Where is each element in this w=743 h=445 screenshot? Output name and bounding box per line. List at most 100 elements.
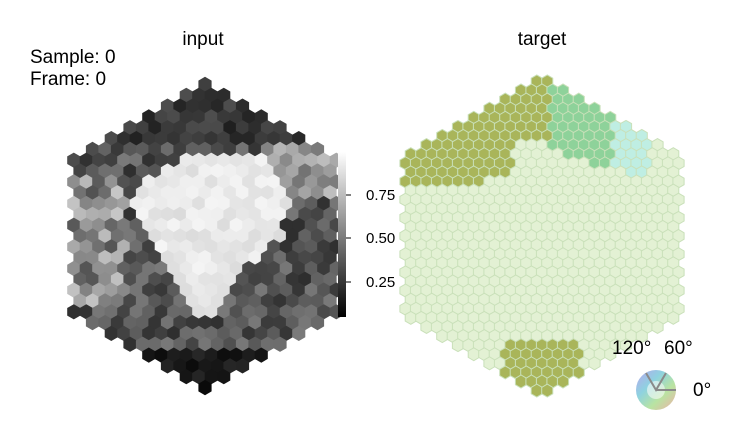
hex-cell (173, 98, 187, 114)
hex-cell (123, 206, 137, 222)
hex-cell (185, 336, 200, 352)
hex-cell (260, 206, 275, 222)
hex-cell (619, 338, 633, 353)
hex-cell (123, 141, 137, 157)
hex-cell (248, 141, 262, 157)
hex-cell (304, 260, 318, 277)
hex-cell (298, 206, 312, 222)
hex-cell (248, 185, 262, 201)
hex-cell (235, 271, 250, 287)
hex-cell (223, 293, 237, 309)
hex-cell (285, 271, 300, 287)
hex-cell (129, 152, 143, 168)
hex-cell (79, 152, 93, 168)
sample-label: Sample: 0 (30, 47, 116, 68)
hex-cell (248, 271, 262, 287)
hex-cell (148, 315, 162, 331)
hex-cell (135, 185, 150, 201)
hex-cell (129, 131, 143, 147)
hex-cell (292, 239, 306, 255)
hex-cell (210, 98, 225, 114)
hex-cell (192, 152, 206, 168)
hex-cell (242, 131, 256, 147)
hex-cell (167, 109, 181, 125)
frame-label: Frame: 0 (30, 69, 107, 90)
hex-cell (235, 98, 250, 114)
hex-cell (198, 141, 212, 157)
hex-cell (117, 174, 131, 190)
hex-cell (273, 271, 287, 287)
hex-cell (117, 282, 131, 298)
hex-cell (192, 304, 206, 320)
hex-cell (123, 228, 137, 244)
hex-cell (154, 239, 168, 255)
hex-cell (235, 120, 250, 136)
hex-cell (242, 347, 256, 363)
hex-cell (160, 358, 175, 374)
hex-cell (104, 131, 118, 147)
hex-cell (135, 228, 150, 244)
hex-cell (185, 315, 200, 331)
hex-cell (198, 228, 212, 244)
hex-cell (210, 185, 225, 201)
hex-cell (129, 239, 143, 255)
hex-cell (173, 271, 187, 287)
hex-cell (279, 152, 293, 168)
hex-cell (129, 304, 143, 320)
hex-cell (198, 76, 212, 93)
hex-cell (110, 315, 125, 331)
hex-cell (192, 174, 206, 190)
hex-cell (117, 260, 131, 277)
hex-cell (279, 260, 293, 277)
hex-cell (204, 217, 218, 233)
hex-cell (142, 152, 156, 168)
hex-cell (98, 141, 112, 157)
hex-cell (117, 152, 131, 168)
hex-cell (73, 185, 87, 201)
hex-cell (310, 206, 325, 222)
hex-cell (217, 152, 231, 168)
hex-cell (179, 325, 193, 341)
hex-cell (167, 347, 181, 363)
hex-cell (298, 141, 312, 157)
hex-cell (204, 87, 218, 103)
hex-cell (185, 120, 200, 136)
hex-cell (254, 282, 268, 298)
hex-cell (242, 109, 256, 125)
hex-cell (541, 383, 554, 398)
input-hex-grid (67, 76, 343, 396)
hex-cell (292, 325, 306, 341)
hex-cell (142, 109, 156, 125)
hex-cell (223, 206, 237, 222)
hex-cell (148, 206, 162, 222)
hex-cell (179, 239, 193, 255)
hex-cell (135, 141, 150, 157)
hex-cell (298, 163, 312, 179)
hex-cell (204, 131, 218, 147)
hex-cell (323, 185, 337, 201)
colorbar (338, 152, 346, 317)
hex-cell (242, 239, 256, 255)
hex-cell (229, 109, 243, 125)
hex-cell (160, 228, 175, 244)
hex-cell (198, 98, 212, 114)
hex-cell (323, 250, 337, 266)
hex-cell (267, 131, 281, 147)
hex-cell (279, 131, 293, 147)
hex-cell (572, 365, 585, 380)
hex-cell (98, 163, 112, 179)
hex-cell (273, 336, 287, 352)
hex-cell (217, 217, 231, 233)
hex-cell (123, 315, 137, 331)
hex-cell (167, 304, 181, 320)
hex-cell (123, 293, 137, 309)
hex-cell (85, 293, 100, 309)
hex-cell (304, 174, 318, 190)
hex-cell (160, 185, 175, 201)
hex-cell (267, 260, 281, 277)
hex-cell (210, 120, 225, 136)
hex-cell (317, 152, 331, 168)
hex-cell (217, 195, 231, 212)
hex-cell (92, 282, 106, 298)
hex-cell (98, 228, 112, 244)
